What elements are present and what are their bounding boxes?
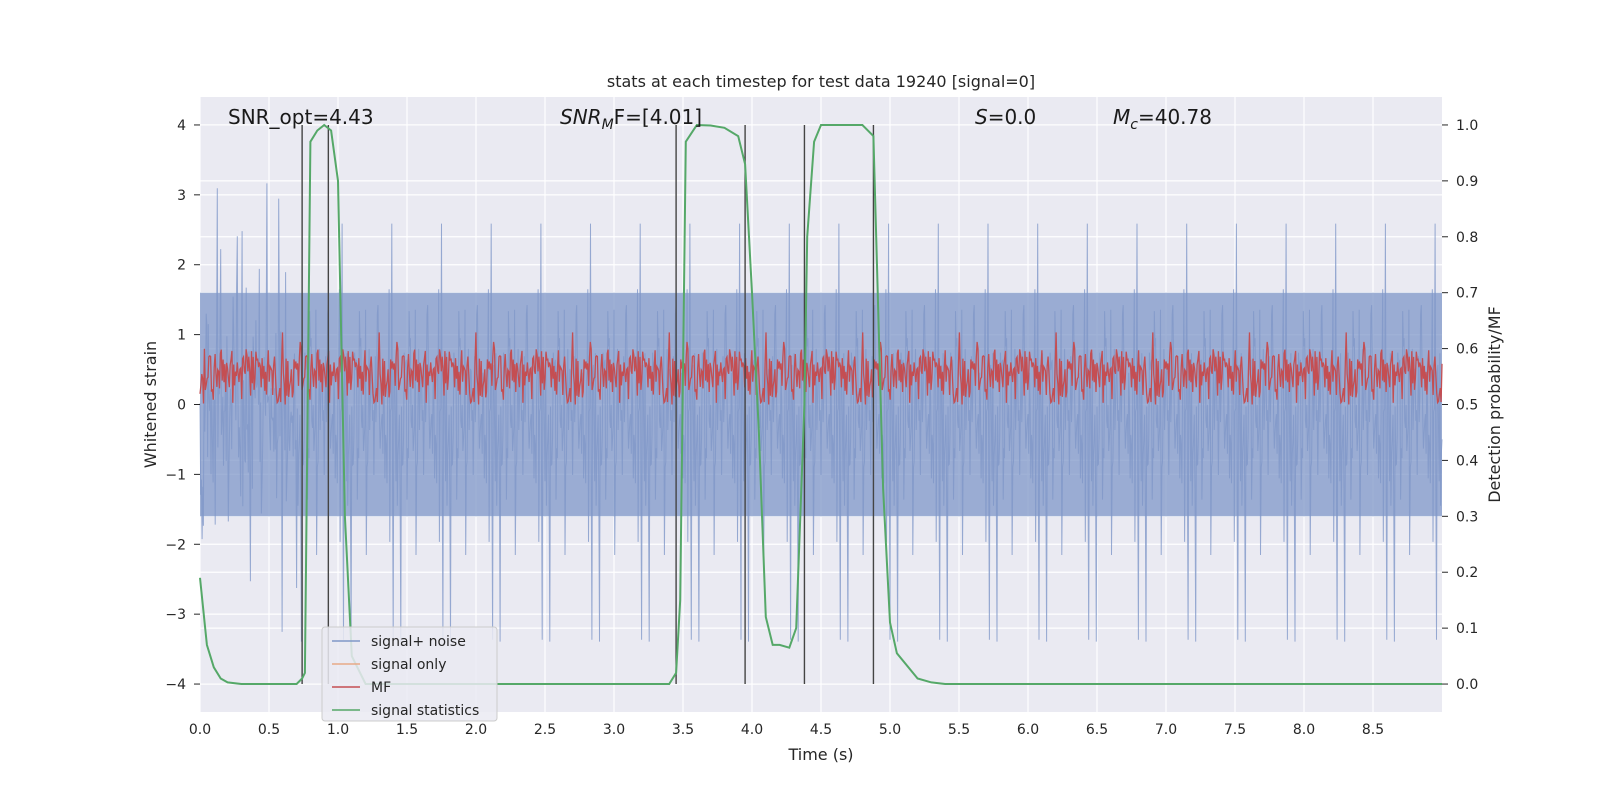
y-right-tick-label: 0.6 [1456,342,1478,358]
x-tick-label: 2.5 [534,722,556,738]
legend-label-signal-statistics: signal statistics [371,703,479,719]
y-axis-right-label: Detection probability/MF [1485,306,1504,503]
y-right-tick-label: 0.7 [1456,286,1478,302]
annotation-s-main: S [975,105,988,129]
annotation-s: S=0.0 [975,105,1036,129]
legend-label-signal-noise: signal+ noise [371,634,466,650]
y-tick-label: 0 [177,398,186,414]
x-tick-label: 1.0 [327,722,349,738]
y-right-tick-label: 1.0 [1456,118,1478,134]
x-tick-label: 0.0 [189,722,211,738]
x-tick-label: 0.5 [258,722,280,738]
y-right-tick-label: 0.0 [1456,677,1478,693]
x-tick-label: 4.0 [741,722,763,738]
y-tick-label: −2 [165,537,186,553]
y-right-tick-label: 0.1 [1456,621,1478,637]
y-right-tick-label: 0.8 [1456,230,1478,246]
annotation-mc-sub: c [1130,117,1138,133]
legend-box [321,626,498,722]
signal-noise-series [199,183,1443,642]
x-tick-label: 7.5 [1224,722,1246,738]
y-tick-label: −3 [165,607,186,623]
x-axis-label: Time (s) [787,745,853,764]
annotation-mc-rest: =40.78 [1138,105,1212,129]
x-tick-label: 2.0 [465,722,487,738]
legend: signal+ noise signal only MF signal stat… [321,626,498,722]
x-tick-label: 6.5 [1086,722,1108,738]
y-right-tick-label: 0.5 [1456,398,1478,414]
mf-line [199,332,1443,405]
x-tick-label: 7.0 [1155,722,1177,738]
x-tick-label: 3.0 [603,722,625,738]
tick-labels: 0.0 0.5 1.0 1.5 2.0 2.5 3.0 3.5 4.0 4.5 5.0 5.5 6.0 6… [165,118,1478,738]
signal-statistics-series [199,123,1442,685]
legend-label-mf: MF [371,680,391,696]
annotation-snr-opt: SNR_opt=4.43 [228,105,374,129]
annotation-mc: Mc=40.78 [1113,105,1212,133]
signal-statistics-line [199,123,1442,685]
mf-series [199,332,1443,405]
y-tick-label: 4 [177,118,186,134]
x-tick-label: 5.0 [879,722,901,738]
annotation-snr-mf: SNRMF=[4.01] [560,105,702,133]
x-tick-label: 3.5 [672,722,694,738]
chart-title: stats at each timestep for test data 192… [607,72,1035,91]
x-tick-label: 4.5 [810,722,832,738]
signal-noise-line [199,183,1443,642]
x-tick-label: 8.5 [1362,722,1384,738]
annotation-snr-mf-main: SNR [560,105,602,129]
x-tick-label: 1.5 [396,722,418,738]
y-tick-label: 3 [177,188,186,204]
x-tick-label: 6.0 [1017,722,1039,738]
annotation-snr-mf-sub: M [602,117,614,133]
y-tick-label: 1 [177,328,186,344]
y-tick-label: −1 [165,467,186,483]
y-right-tick-label: 0.4 [1456,453,1478,469]
y-axis-label: Whitened strain [141,341,160,468]
y-right-tick-label: 0.2 [1456,565,1478,581]
annotation-s-rest: =0.0 [988,105,1037,129]
y-right-tick-label: 0.3 [1456,509,1478,525]
y-tick-label: −4 [165,677,186,693]
annotation-mc-main: M [1113,105,1130,129]
legend-label-signal-only: signal only [371,657,446,673]
x-tick-label: 5.5 [948,722,970,738]
y-tick-label: 2 [177,258,186,274]
x-tick-label: 8.0 [1293,722,1315,738]
annotation-snr-mf-rest: F=[4.01] [614,105,702,129]
y-right-tick-label: 0.9 [1456,174,1478,190]
